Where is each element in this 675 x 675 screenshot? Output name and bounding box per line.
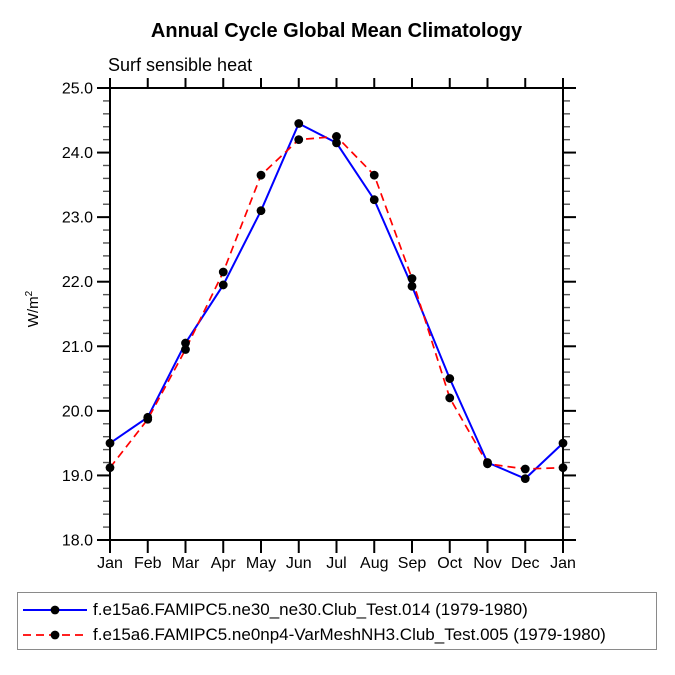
data-point-marker	[369, 195, 379, 205]
y-tick-label: 18.0	[62, 533, 93, 550]
data-point-marker	[105, 463, 115, 473]
plot-frame	[109, 87, 564, 541]
y-tick-label: 22.0	[62, 274, 93, 291]
data-point-marker	[256, 206, 266, 216]
data-point-marker	[181, 345, 190, 354]
y-tick-label: 19.0	[62, 468, 93, 485]
x-tick-label: Aug	[360, 555, 388, 572]
legend-label: f.e15a6.FAMIPC5.ne30_ne30.Club_Test.014 …	[93, 599, 528, 619]
y-tick-label: 23.0	[62, 210, 93, 227]
legend-sample-marker	[50, 605, 60, 614]
x-tick-label: Apr	[211, 555, 237, 572]
data-point-marker	[256, 170, 266, 180]
data-point-marker	[558, 463, 568, 473]
data-point-marker	[143, 414, 153, 424]
x-tick-label: Jun	[286, 555, 312, 572]
data-point-marker	[520, 474, 530, 484]
x-tick-label: Jan	[97, 555, 123, 572]
y-tick-label: 21.0	[62, 339, 93, 356]
legend-sample-marker	[50, 630, 60, 639]
x-tick-label: Jul	[326, 555, 346, 572]
data-point-marker	[105, 438, 115, 448]
legend-solid-line-icon	[23, 605, 87, 614]
legend-dashed-line-icon	[23, 630, 87, 639]
chart-subtitle: Surf sensible heat	[108, 55, 253, 75]
x-tick-label: May	[246, 555, 276, 572]
data-point-marker	[558, 438, 568, 448]
x-tick-label: Dec	[511, 555, 539, 572]
data-point-marker	[332, 138, 341, 148]
data-point-marker	[294, 135, 304, 145]
data-point-marker	[218, 280, 228, 290]
data-point-marker	[483, 459, 492, 469]
data-point-marker	[369, 170, 379, 180]
legend-item: f.e15a6.FAMIPC5.ne0np4-VarMeshNH3.Club_T…	[21, 622, 656, 647]
x-tick-label: Sep	[398, 555, 427, 572]
legend: f.e15a6.FAMIPC5.ne30_ne30.Club_Test.014 …	[17, 592, 657, 650]
data-point-marker	[294, 119, 304, 128]
plot-area: 18.0 19.0 20.0 21.0 22.0 23.0 24.0 25.0 Jan Feb Ma…	[62, 78, 576, 572]
y-tick-label: 20.0	[62, 403, 93, 420]
series-line-0	[109, 122, 564, 480]
y-tick-label: 24.0	[62, 145, 93, 162]
series-line-1	[109, 135, 564, 470]
legend-label: f.e15a6.FAMIPC5.ne0np4-VarMeshNH3.Club_T…	[93, 624, 606, 644]
x-tick-label: Jan	[550, 555, 576, 572]
data-point-marker	[218, 267, 228, 277]
x-tick-label: Feb	[134, 555, 162, 572]
data-point-marker	[445, 374, 455, 383]
data-point-marker	[520, 464, 530, 474]
x-tick-label: Nov	[473, 555, 501, 572]
legend-item: f.e15a6.FAMIPC5.ne30_ne30.Club_Test.014 …	[21, 597, 656, 622]
x-tick-label: Oct	[437, 555, 462, 572]
y-tick-label: 25.0	[62, 81, 93, 98]
chart-title: Annual Cycle Global Mean Climatology	[150, 20, 523, 42]
data-point-marker	[407, 281, 417, 291]
data-point-marker	[407, 274, 417, 283]
data-point-marker	[445, 393, 455, 403]
data-point-marker	[332, 132, 341, 141]
data-point-marker	[181, 338, 190, 348]
x-tick-label: Mar	[172, 555, 200, 572]
